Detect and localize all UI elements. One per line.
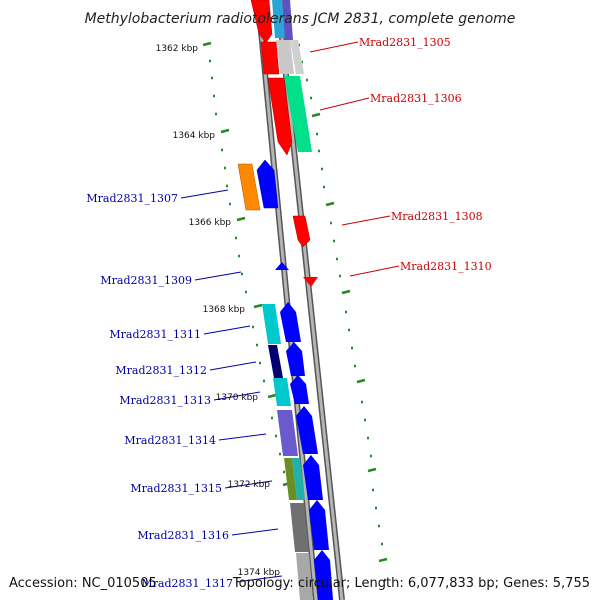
gene-arrow <box>290 375 309 404</box>
gene-label-1306: Mrad2831_1306 <box>370 92 462 105</box>
gene-arrow <box>260 41 280 75</box>
gene-arrow <box>303 455 323 500</box>
label-leaders <box>180 41 400 583</box>
gene-cluster-forward <box>262 302 333 600</box>
kbp-label: 1366 kbp <box>189 218 232 228</box>
cog-block <box>268 345 283 378</box>
kbp-label: 1370 kbp <box>216 393 259 403</box>
map-title: Methylobacterium radiotolerans JCM 2831,… <box>85 11 516 27</box>
kbp-label: 1372 kbp <box>228 480 271 490</box>
gene-label-1305: Mrad2831_1305 <box>359 36 451 49</box>
tick-marks-outer <box>298 43 388 582</box>
cog-block <box>290 503 309 552</box>
gene-label-1311: Mrad2831_1311 <box>109 328 201 341</box>
tick-marks-inner <box>202 41 292 487</box>
cog-block <box>273 378 291 406</box>
kbp-label: 1362 kbp <box>156 44 199 54</box>
footer: Accession: NC_010505 Topology: circular;… <box>9 576 590 591</box>
gene-label-1309: Mrad2831_1309 <box>100 274 192 287</box>
accession-text: Accession: NC_010505 <box>9 576 157 591</box>
gene-arrow <box>280 302 301 342</box>
genome-summary-text: Topology: circular; Length: 6,077,833 bp… <box>232 576 590 591</box>
gene-label-1308: Mrad2831_1308 <box>391 210 483 223</box>
gene-labels: Mrad2831_1305 Mrad2831_1306 Mrad2831_130… <box>86 36 491 590</box>
cog-block <box>292 458 305 500</box>
reverse-strand-genes <box>250 0 312 156</box>
gene-label-1313: Mrad2831_1313 <box>119 394 211 407</box>
gene-label-1307: Mrad2831_1307 <box>86 192 178 205</box>
gene-arrow <box>286 342 305 376</box>
gene-label-1312: Mrad2831_1312 <box>115 364 207 377</box>
cog-block <box>284 458 297 500</box>
cog-block <box>296 553 313 600</box>
cog-block <box>276 40 294 74</box>
cog-block <box>282 0 293 40</box>
gene-arrow <box>309 500 329 550</box>
gene-label-1310: Mrad2831_1310 <box>400 260 492 273</box>
gene-arrow-1308 <box>292 215 311 248</box>
gene-arrow <box>267 77 293 156</box>
gene-label-1314: Mrad2831_1314 <box>124 434 216 447</box>
gene-arrow <box>314 550 333 600</box>
cog-block <box>290 40 304 74</box>
cog-block <box>284 76 312 152</box>
gene-arrow <box>256 159 279 209</box>
cog-block <box>262 304 281 344</box>
kbp-labels: 1362 kbp 1364 kbp 1366 kbp 1368 kbp 1370… <box>156 44 281 578</box>
cog-block <box>272 0 285 38</box>
kbp-label: 1374 kbp <box>238 568 281 578</box>
gene-arrow-1309 <box>275 262 289 270</box>
gene-arrow <box>296 406 318 454</box>
gene-arrow-1310 <box>303 277 318 287</box>
kbp-label: 1364 kbp <box>173 131 216 141</box>
gene-label-1315: Mrad2831_1315 <box>130 482 222 495</box>
gene-label-1316: Mrad2831_1316 <box>137 529 229 542</box>
cog-block <box>277 410 298 456</box>
kbp-label: 1368 kbp <box>203 305 246 315</box>
gene-arrow <box>250 0 273 44</box>
gene-label-1317: Mrad2831_1317 <box>141 577 233 590</box>
cog-block <box>237 163 261 211</box>
gene-group-1307 <box>237 159 279 211</box>
